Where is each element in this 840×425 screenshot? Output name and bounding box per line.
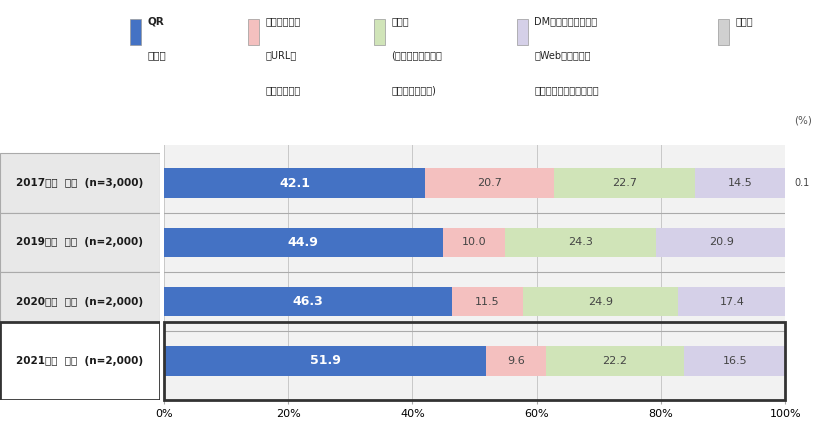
Bar: [164, 346, 486, 376]
Bar: [426, 168, 554, 198]
Text: にURLを: にURLを: [265, 51, 297, 61]
Bar: [0, 153, 160, 212]
Bar: [0, 272, 160, 332]
Text: 2021年度  全体  (n=2,000): 2021年度 全体 (n=2,000): [16, 356, 144, 366]
Text: 22.7: 22.7: [612, 178, 638, 188]
Text: 42.1: 42.1: [279, 176, 310, 190]
Text: 24.9: 24.9: [588, 297, 613, 307]
Bar: [696, 168, 785, 198]
Text: 検索窓: 検索窓: [391, 17, 409, 26]
Text: 51.9: 51.9: [310, 354, 340, 368]
FancyBboxPatch shape: [248, 19, 259, 45]
Text: 14.5: 14.5: [728, 178, 753, 188]
Bar: [164, 323, 785, 399]
Text: 22.2: 22.2: [602, 356, 627, 366]
Bar: [0, 332, 160, 391]
Bar: [0, 212, 160, 272]
Text: その他: その他: [736, 17, 753, 26]
Text: 2020年度  全体  (n=2,000): 2020年度 全体 (n=2,000): [16, 297, 144, 307]
Text: 2017年度  全体  (n=3,000): 2017年度 全体 (n=3,000): [16, 178, 144, 188]
Text: （Webページ）へ: （Webページ）へ: [534, 51, 591, 61]
Text: 44.9: 44.9: [288, 236, 319, 249]
Text: アクセスすることはない: アクセスすることはない: [534, 85, 599, 95]
Text: キーワード入力): キーワード入力): [391, 85, 436, 95]
Bar: [656, 227, 786, 257]
Text: QR: QR: [148, 17, 165, 26]
Text: 20.7: 20.7: [477, 178, 502, 188]
Text: コード: コード: [148, 51, 166, 61]
FancyBboxPatch shape: [718, 19, 729, 45]
Bar: [486, 346, 546, 376]
Text: DMからホームページ: DMからホームページ: [534, 17, 597, 26]
Text: 17.4: 17.4: [720, 297, 744, 307]
Bar: [523, 287, 678, 317]
Bar: [546, 346, 684, 376]
FancyBboxPatch shape: [517, 19, 528, 45]
FancyBboxPatch shape: [130, 19, 141, 45]
Bar: [164, 287, 452, 317]
Text: 16.5: 16.5: [723, 356, 748, 366]
Text: 9.6: 9.6: [507, 356, 525, 366]
Text: (検索サイトからの: (検索サイトからの: [391, 51, 443, 61]
Text: 24.3: 24.3: [568, 237, 593, 247]
Text: (%): (%): [794, 116, 811, 125]
Text: 10.0: 10.0: [462, 237, 486, 247]
Text: 2019年度  全体  (n=2,000): 2019年度 全体 (n=2,000): [16, 237, 144, 247]
Bar: [505, 227, 656, 257]
Text: 手打ちで入力: 手打ちで入力: [265, 85, 301, 95]
Bar: [684, 346, 786, 376]
Bar: [164, 227, 443, 257]
Bar: [164, 168, 426, 198]
Text: 20.9: 20.9: [709, 237, 733, 247]
Text: 46.3: 46.3: [292, 295, 323, 308]
Bar: [554, 168, 696, 198]
Text: 11.5: 11.5: [475, 297, 500, 307]
Bar: [452, 287, 523, 317]
Text: 2021年度  全体  (n=2,000): 2021年度 全体 (n=2,000): [16, 356, 144, 366]
Bar: [0, 323, 160, 399]
Bar: [678, 287, 786, 317]
Text: 0.1: 0.1: [795, 178, 810, 188]
FancyBboxPatch shape: [374, 19, 385, 45]
Text: アドレスバー: アドレスバー: [265, 17, 301, 26]
Bar: [443, 227, 505, 257]
